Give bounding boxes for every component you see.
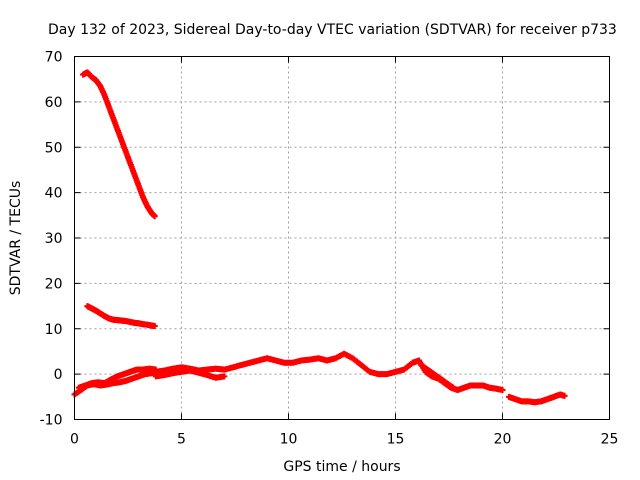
series-segment-d: [75, 365, 159, 391]
y-tick-label: 70: [45, 50, 63, 66]
data-point: [221, 373, 228, 380]
y-tick-label: 40: [45, 186, 63, 202]
data-point: [561, 392, 568, 399]
grid: [74, 56, 610, 420]
chart-title: Day 132 of 2023, Sidereal Day-to-day VTE…: [48, 22, 617, 38]
data-point: [450, 384, 457, 391]
data-point: [151, 323, 158, 330]
data-point: [152, 366, 159, 373]
series-segment-e: [152, 367, 228, 381]
x-tick-label: 0: [70, 432, 79, 448]
y-tick-label: 60: [45, 95, 63, 111]
x-tick-label: 20: [494, 432, 512, 448]
y-tick-label: 20: [45, 276, 63, 292]
y-tick-label: 10: [45, 322, 63, 338]
x-axis-label: GPS time / hours: [283, 459, 400, 475]
x-tick-label: 10: [280, 432, 298, 448]
x-tick-label: 15: [387, 432, 405, 448]
x-tick-label: 25: [601, 432, 619, 448]
series-segment-g: [505, 391, 568, 406]
data-point: [151, 213, 158, 220]
y-tick-label: -10: [40, 413, 63, 429]
y-tick-label: 50: [45, 140, 63, 156]
y-axis-label: SDTVAR / TECUs: [8, 181, 24, 296]
ticks: 0 5 10 15 20 25 -10 0 10 20 30 40 50 60 70: [40, 50, 619, 448]
series-segment-b: [84, 303, 158, 330]
data-points: [71, 69, 568, 406]
y-tick-label: 30: [45, 231, 63, 247]
data-point: [499, 387, 506, 394]
series-segment-a: [80, 69, 158, 220]
series-segment-f: [418, 362, 457, 391]
y-tick-label: 0: [54, 367, 63, 383]
x-tick-label: 5: [177, 432, 186, 448]
